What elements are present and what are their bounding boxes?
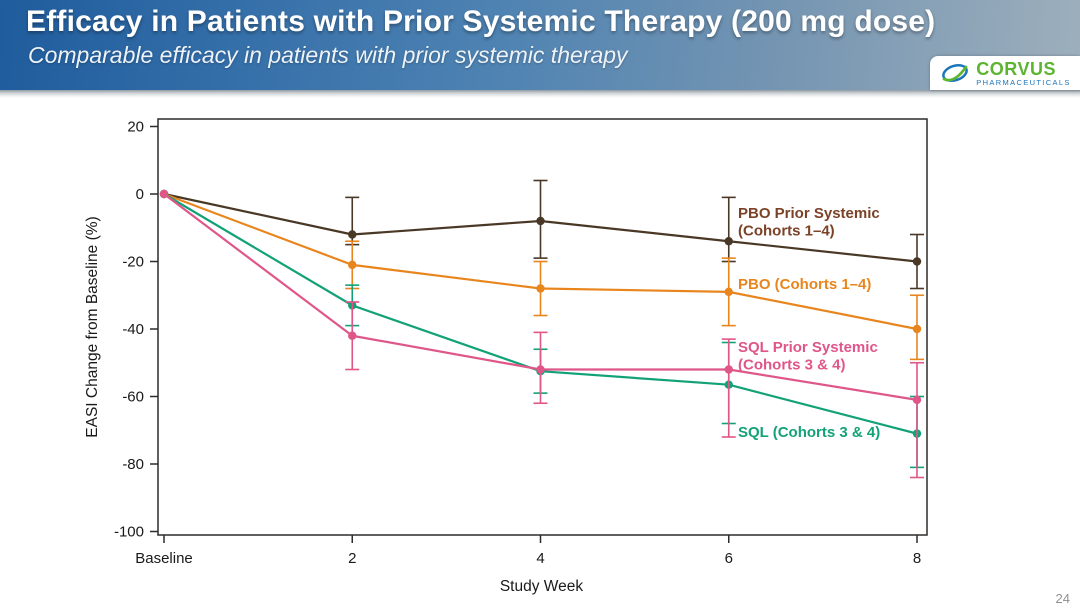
y-tick-label: -80 [122, 456, 144, 473]
data-point [912, 257, 922, 266]
data-point [724, 365, 733, 374]
series-pbo-prior-systemic-cohorts-1-4 [159, 179, 924, 290]
y-axis-title: EASI Change from Baseline (%) [84, 216, 101, 437]
y-tick-label: 0 [136, 186, 144, 203]
y-axis: 20 0 -20 -40 -60 -80 -100 [114, 119, 158, 541]
logo-name: CORVUS [976, 58, 1056, 79]
x-axis-title: Study Week [500, 578, 584, 595]
x-tick-label: Baseline [135, 550, 193, 567]
x-tick-label: 2 [348, 550, 356, 567]
slide-subtitle: Comparable efficacy in patients with pri… [28, 42, 628, 68]
y-tick-label: -100 [114, 524, 144, 541]
efficacy-line-chart: 20 0 -20 -40 -60 -80 -100 Baseline 2 4 6 8 Study Wee… [84, 118, 928, 595]
data-point [912, 395, 922, 405]
plot-frame [157, 118, 928, 536]
header-separator [0, 90, 1080, 98]
y-tick-label: -40 [122, 321, 144, 338]
data-point [536, 365, 545, 374]
corvus-logo: CORVUS PHARMACEUTICALS [930, 56, 1080, 90]
legend: PBO Prior Systemic(Cohorts 1–4) PBO (Coho… [738, 205, 880, 441]
x-tick-label: 6 [725, 550, 733, 567]
y-tick-label: -60 [122, 389, 144, 406]
data-point [724, 237, 733, 246]
corvus-logo-text: CORVUS PHARMACEUTICALS [976, 60, 1070, 87]
data-point [912, 324, 922, 334]
data-point [159, 189, 169, 199]
data-point [348, 331, 357, 340]
data-point [536, 216, 545, 226]
x-tick-label: 4 [536, 550, 544, 567]
corvus-swoosh-icon [939, 59, 971, 87]
series-pbo-cohorts-1-4 [159, 189, 924, 361]
legend-label-sql-cohorts-3-4: SQL (Cohorts 3 & 4) [738, 424, 880, 441]
legend-label-sql-prior-systemic-cohorts-3-4: SQL Prior Systemic [738, 339, 878, 356]
legend-label-pbo-prior-systemic-cohorts-1-4: PBO Prior Systemic [738, 205, 880, 222]
series-sql-prior-systemic-cohorts-3-4 [159, 189, 924, 479]
header-banner: Efficacy in Patients with Prior Systemic… [0, 0, 1080, 90]
x-axis: Baseline 2 4 6 8 [135, 535, 921, 567]
data-point [348, 230, 357, 239]
legend-label-sql-prior-systemic-cohorts-3-4: (Cohorts 3 & 4) [738, 357, 846, 374]
data-point [724, 287, 733, 297]
y-tick-label: 20 [127, 119, 144, 136]
logo-tagline: PHARMACEUTICALS [976, 77, 1071, 87]
data-point [348, 260, 357, 270]
x-tick-label: 8 [913, 550, 921, 567]
slide-title: Efficacy in Patients with Prior Systemic… [26, 5, 936, 38]
page-number: 24 [1055, 591, 1070, 606]
legend-label-pbo-prior-systemic-cohorts-1-4: (Cohorts 1–4) [738, 223, 835, 240]
y-tick-label: -20 [122, 254, 144, 271]
data-point [536, 284, 545, 293]
legend-label-pbo-cohorts-1-4: PBO (Cohorts 1–4) [738, 276, 871, 293]
